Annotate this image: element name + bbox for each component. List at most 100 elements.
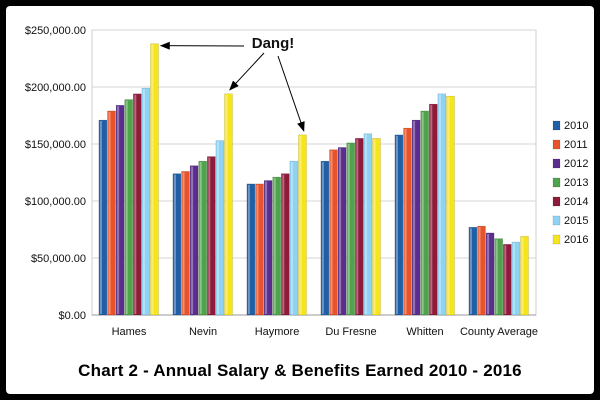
bar-2014 <box>503 244 512 316</box>
bar-highlight <box>142 89 145 314</box>
bar-2012 <box>485 232 495 316</box>
bar-highlight <box>395 135 398 314</box>
bar-2014 <box>429 103 438 316</box>
bar-highlight <box>339 148 342 314</box>
bar-highlight <box>504 245 507 314</box>
bar-2015 <box>289 160 299 316</box>
bar-highlight <box>330 150 333 314</box>
bar-2011 <box>329 149 338 316</box>
legend-swatch <box>552 158 561 169</box>
y-tick-label: $250,000.00 <box>25 25 86 37</box>
bar-highlight <box>265 181 268 314</box>
plot-area <box>91 29 537 316</box>
y-tick-label: $200,000.00 <box>25 82 86 94</box>
legend-label: 2012 <box>564 158 588 170</box>
bar-2012 <box>337 147 347 316</box>
bar-2010 <box>172 173 182 316</box>
bar-highlight <box>321 162 324 314</box>
bar-highlight <box>495 239 498 314</box>
bar-2014 <box>207 156 216 316</box>
annotation-label: Dang! <box>252 35 295 52</box>
bar-highlight <box>182 172 185 314</box>
bar-2015 <box>141 87 151 316</box>
bar-highlight <box>282 174 285 314</box>
bar-2014 <box>281 173 290 316</box>
legend-label: 2010 <box>564 120 588 132</box>
bar-highlight <box>347 143 350 314</box>
x-tick-label: Nevin <box>189 326 217 338</box>
bar-2010 <box>320 160 330 316</box>
bar-highlight <box>273 178 276 314</box>
legend-label: 2011 <box>564 139 588 151</box>
y-tick-label: $0.00 <box>58 310 86 322</box>
bar-highlight <box>521 237 524 314</box>
bar-highlight <box>478 227 481 314</box>
legend-label: 2016 <box>564 234 588 246</box>
bar-highlight <box>421 111 424 314</box>
bar-2010 <box>394 134 404 316</box>
y-tick-label: $50,000.00 <box>31 253 86 265</box>
bar-2013 <box>420 110 429 316</box>
bar-2016 <box>446 95 455 316</box>
bar-highlight <box>364 134 367 314</box>
bar-2011 <box>107 110 116 316</box>
bar-2011 <box>255 183 264 316</box>
bar-highlight <box>447 97 450 315</box>
legend-swatch <box>552 177 561 188</box>
bar-highlight <box>151 44 154 315</box>
x-tick-label: Du Fresne <box>325 326 376 338</box>
bar-highlight <box>216 141 219 314</box>
bar-highlight <box>191 166 194 314</box>
x-tick-label: Hames <box>112 326 147 338</box>
legend-label: 2015 <box>564 215 588 227</box>
chart-title: Chart 2 - Annual Salary & Benefits Earne… <box>78 361 522 380</box>
bar-highlight <box>430 105 433 314</box>
legend-label: 2013 <box>564 177 588 189</box>
x-tick-label: Whitten <box>406 326 443 338</box>
legend-swatch <box>552 139 561 150</box>
legend-label: 2014 <box>564 196 588 208</box>
bar-2015 <box>437 93 447 316</box>
bar-highlight <box>356 139 359 314</box>
bar-2016 <box>150 43 159 316</box>
bar-chart: $0.00 $50,000.00 $100,000.00 $150,000.00 $20… <box>25 25 589 338</box>
legend-swatch <box>552 215 561 226</box>
bar-highlight <box>125 100 128 314</box>
bar-highlight <box>512 243 515 314</box>
legend-swatch <box>552 234 561 245</box>
bar-2011 <box>403 127 412 316</box>
bar-2012 <box>411 119 421 316</box>
bar-2013 <box>124 99 133 316</box>
bar-2010 <box>98 119 108 316</box>
bar-highlight <box>413 121 416 314</box>
legend-swatch <box>552 196 561 207</box>
legend-swatch <box>552 120 561 131</box>
bar-highlight <box>299 135 302 314</box>
x-tick-label: County Average <box>460 326 538 338</box>
bar-highlight <box>134 94 137 314</box>
bar-2013 <box>272 176 281 316</box>
bar-highlight <box>290 162 293 314</box>
bar-2015 <box>363 133 373 316</box>
bar-2016 <box>298 134 307 316</box>
bar-2015 <box>215 140 225 316</box>
bar-2016 <box>520 236 529 316</box>
bar-highlight <box>247 184 250 314</box>
bar-highlight <box>99 121 102 314</box>
bar-highlight <box>438 94 441 314</box>
bar-2010 <box>246 183 256 316</box>
bar-2016 <box>372 138 381 316</box>
bar-highlight <box>108 111 111 314</box>
bar-2011 <box>181 171 190 316</box>
bar-2013 <box>494 238 503 316</box>
bar-2012 <box>189 165 199 316</box>
y-tick-label: $100,000.00 <box>25 196 86 208</box>
bar-highlight <box>373 139 376 314</box>
bar-2010 <box>468 227 478 316</box>
bar-2013 <box>198 160 207 316</box>
x-tick-label: Haymore <box>255 326 300 338</box>
bar-highlight <box>117 106 120 315</box>
bar-highlight <box>199 162 202 314</box>
annotation-arrow <box>229 52 265 91</box>
bar-2011 <box>477 225 486 316</box>
